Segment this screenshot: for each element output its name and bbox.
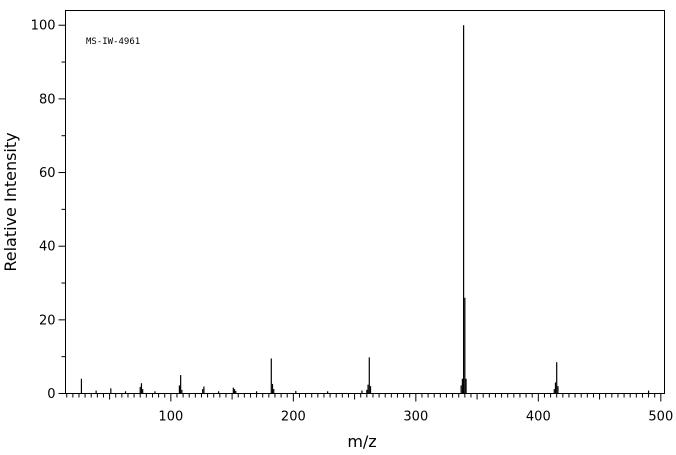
y-tick-label: 80 <box>39 92 56 107</box>
x-axis-ticks: 100 200 300 400 500 <box>66 393 673 425</box>
y-tick-label: 20 <box>39 313 56 328</box>
spectrum-peaks <box>80 25 650 394</box>
y-axis-ticks: 0 20 40 60 80 100 <box>31 19 66 402</box>
x-tick-label: 300 <box>403 410 428 425</box>
x-tick-label: 500 <box>648 410 673 425</box>
x-tick-label: 200 <box>281 410 306 425</box>
x-tick-label: 100 <box>158 410 183 425</box>
x-axis-title: m/z <box>347 432 376 451</box>
y-axis-title: Relative Intensity <box>1 132 20 271</box>
y-tick-label: 0 <box>47 387 55 402</box>
x-tick-label: 400 <box>526 410 551 425</box>
plot-area-frame <box>65 10 665 394</box>
y-tick-label: 100 <box>31 19 56 34</box>
y-tick-label: 40 <box>39 240 56 255</box>
spectrum-id-annotation: MS-IW-4961 <box>86 37 140 47</box>
y-tick-label: 60 <box>39 166 56 181</box>
